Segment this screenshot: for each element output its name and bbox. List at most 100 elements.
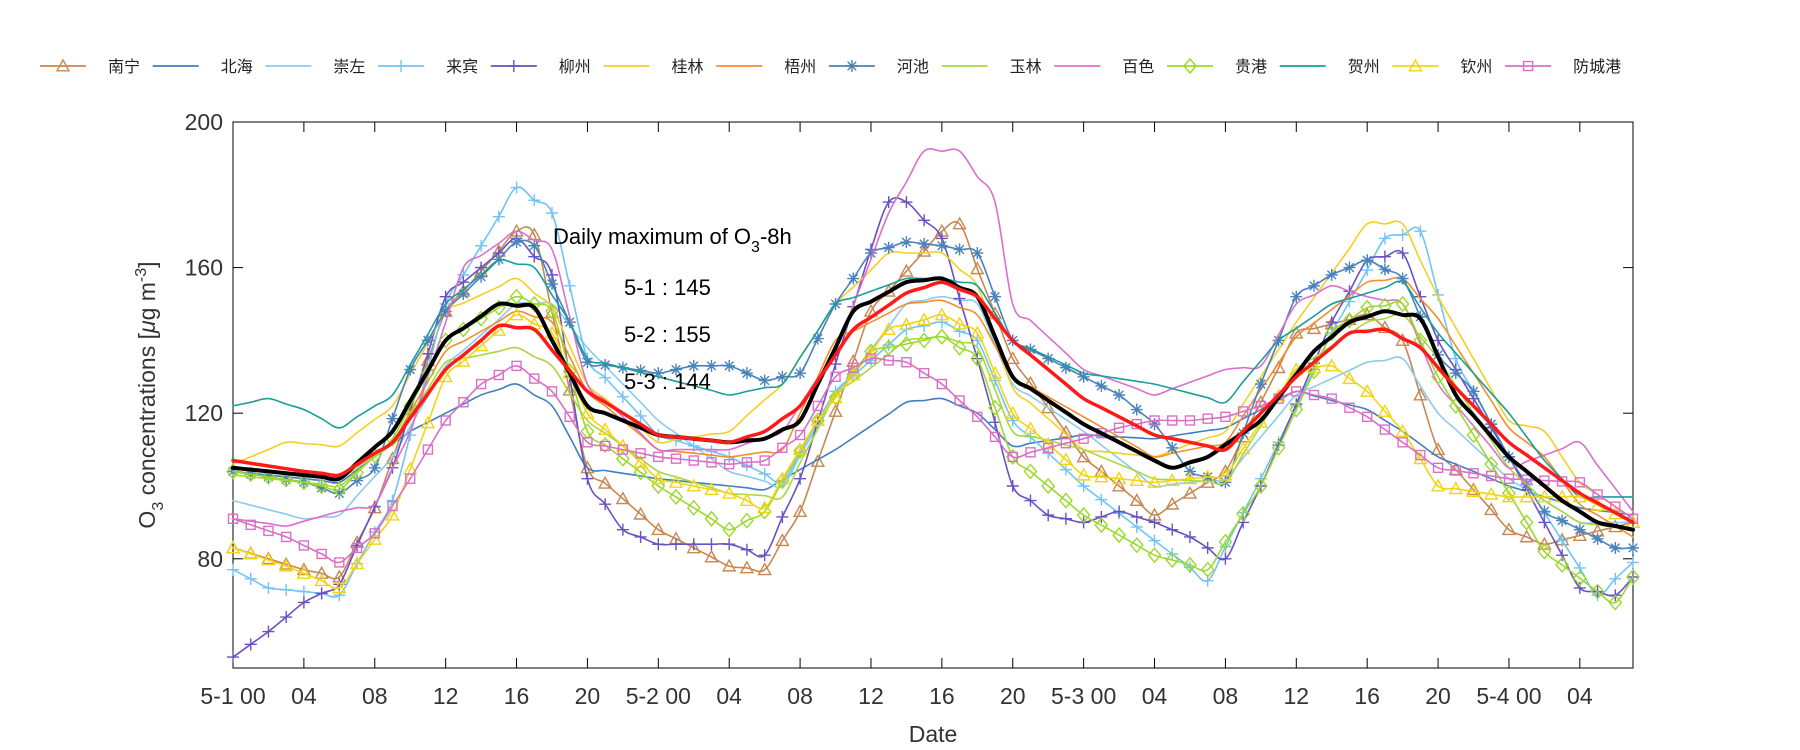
- data-point-fangchenggang: [865, 353, 877, 364]
- data-point-guigang: [421, 365, 435, 382]
- data-point-fangchenggang: [918, 367, 930, 379]
- data-point-liuzhou: [1166, 523, 1179, 536]
- legend-label: 来宾: [446, 57, 478, 76]
- data-point-liuzhou: [1219, 552, 1232, 565]
- data-point-qinzhou: [1165, 473, 1180, 487]
- data-point-qinzhou: [916, 312, 932, 326]
- data-point-nanning: [1466, 482, 1481, 496]
- x-tick-label: 16: [504, 683, 530, 709]
- data-point-fangchenggang: [599, 440, 611, 452]
- data-point-nanning: [1076, 449, 1091, 463]
- data-point-qinzhou: [314, 573, 329, 587]
- data-point-nanning: [1430, 442, 1446, 456]
- data-point-liuzhou: [599, 498, 612, 511]
- legend-item-laibin: 来宾: [378, 57, 478, 76]
- data-point-guigang: [669, 488, 683, 505]
- data-point-liuzhou: [1396, 247, 1409, 260]
- data-point-fangchenggang: [564, 411, 575, 423]
- data-point-hechi: [1113, 389, 1126, 401]
- data-point-hechi: [1573, 523, 1586, 536]
- legend-label: 贵港: [1235, 57, 1267, 76]
- data-point-nanning: [1413, 387, 1428, 401]
- data-point-fangchenggang: [1291, 386, 1302, 397]
- data-point-liuzhou: [421, 347, 434, 360]
- data-point-liuzhou: [1183, 530, 1196, 543]
- data-point-guigang: [1555, 556, 1570, 573]
- data-point-fangchenggang: [1432, 462, 1444, 473]
- data-point-laibin: [545, 207, 558, 219]
- data-point-qinzhou: [668, 474, 684, 488]
- data-point-hechi: [333, 487, 346, 500]
- data-point-guigang: [988, 399, 1002, 416]
- data-point-qinzhou: [1076, 467, 1091, 481]
- data-point-laibin: [1609, 572, 1622, 585]
- data-point-fangchenggang: [830, 371, 841, 382]
- data-point-guigang: [1094, 517, 1109, 534]
- data-point-liuzhou: [723, 538, 736, 551]
- data-point-qinzhou: [597, 422, 613, 436]
- data-point-guigang: [296, 474, 311, 491]
- data-point-qinzhou: [1058, 452, 1074, 466]
- data-point-nanning: [775, 533, 790, 547]
- data-point-liuzhou: [776, 510, 789, 523]
- data-point-liuzhou: [315, 587, 328, 600]
- data-point-laibin: [918, 319, 931, 332]
- x-tick-label: 08: [1213, 683, 1239, 709]
- x-tick-label: 5-2 00: [626, 683, 691, 709]
- axis-ticks: 5-1 00 04 08 12 16 20 5-2 00 04 08 12 16 20 5-3 00 04…: [185, 109, 1633, 709]
- y-tick-label: 160: [185, 255, 223, 281]
- data-point-fangchenggang: [475, 378, 487, 390]
- data-point-qinzhou: [1448, 481, 1463, 495]
- x-tick-label: 04: [1142, 683, 1168, 709]
- data-point-hechi: [386, 412, 399, 425]
- legend-item-chongzuo: 崇左: [265, 57, 365, 76]
- data-point-fangchenggang: [582, 437, 593, 448]
- legend-item-hezhou: 贺州: [1279, 57, 1380, 76]
- data-point-nanning: [1111, 478, 1127, 492]
- data-point-hechi: [510, 236, 523, 249]
- data-point-liuzhou: [227, 651, 239, 664]
- legend-item-beihai: 北海: [152, 57, 253, 76]
- data-point-nanning: [1501, 522, 1517, 536]
- data-point-hechi: [404, 363, 417, 376]
- data-point-laibin: [528, 194, 541, 207]
- data-point-nanning: [314, 565, 329, 579]
- legend-label: 桂林: [672, 57, 704, 76]
- x-tick-label: 04: [1567, 683, 1593, 709]
- x-tick-label: 08: [787, 683, 813, 709]
- legend-label: 百色: [1122, 57, 1154, 76]
- series-black_mean: [231, 276, 1635, 532]
- data-point-guigang: [1608, 594, 1623, 611]
- legend-marker-liuzhou: [507, 60, 520, 72]
- data-point-hechi: [758, 374, 771, 387]
- data-point-liuzhou: [244, 638, 257, 651]
- data-point-guigang: [1342, 312, 1357, 329]
- data-point-guigang: [970, 350, 985, 367]
- data-point-fangchenggang: [670, 453, 682, 464]
- data-point-fangchenggang: [883, 355, 894, 366]
- data-point-fangchenggang: [227, 513, 239, 524]
- data-point-fangchenggang: [936, 378, 948, 390]
- data-point-fangchenggang: [1344, 402, 1355, 413]
- data-point-fangchenggang: [1255, 400, 1267, 412]
- data-point-qinzhou: [1023, 421, 1038, 435]
- data-point-fangchenggang: [1042, 442, 1054, 453]
- data-point-liuzhou: [1573, 581, 1586, 594]
- data-point-laibin: [280, 583, 293, 596]
- data-point-qinzhou: [385, 507, 400, 521]
- data-point-guigang: [1466, 426, 1481, 444]
- data-point-guigang: [1289, 401, 1304, 418]
- data-point-qinzhou: [1501, 489, 1517, 503]
- data-point-fangchenggang: [298, 540, 310, 551]
- data-point-hechi: [723, 359, 736, 372]
- data-point-guigang: [740, 512, 754, 529]
- data-point-qinzhou: [1377, 403, 1393, 417]
- data-point-qinzhou: [1537, 489, 1552, 503]
- data-point-liuzhou: [1130, 510, 1143, 523]
- data-point-hechi: [1538, 505, 1551, 518]
- data-point-laibin: [492, 210, 505, 223]
- data-point-qinzhou: [987, 365, 1003, 379]
- data-point-qinzhou: [686, 478, 701, 492]
- data-point-fangchenggang: [316, 548, 327, 560]
- data-point-fangchenggang: [1308, 389, 1320, 401]
